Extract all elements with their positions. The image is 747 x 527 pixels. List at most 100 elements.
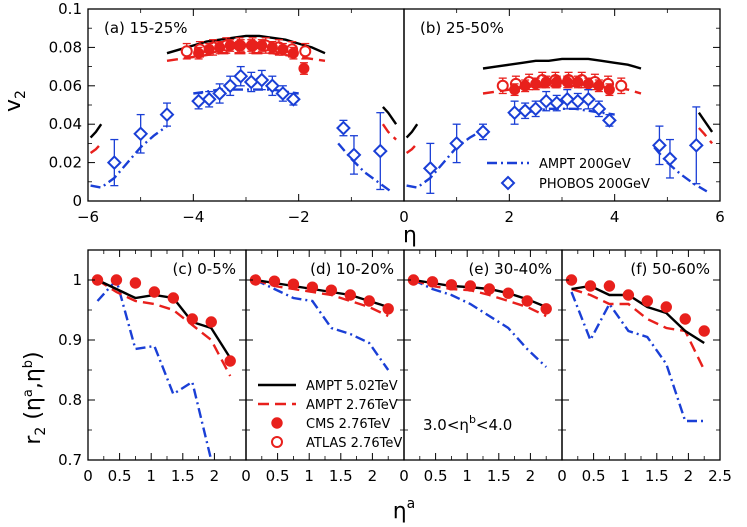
top-panel-0-atlas-point-0 <box>496 79 509 92</box>
bottom-panel-3-ampt200-line <box>570 291 705 423</box>
top-panel-0-phobos-point-13 <box>652 137 667 153</box>
top-panel-0-cms-point-9 <box>603 84 615 96</box>
top-xtick-label-5: 4 <box>610 208 620 226</box>
bottom-panel-3-xtick-label-3: 1.5 <box>645 467 669 485</box>
bottom-panel-2-cms-point-3 <box>464 280 477 292</box>
bottom-legend-ampt276-label: AMPT 2.76TeV <box>306 398 398 413</box>
bottom-panel-0-xtick-label-1: 0.5 <box>108 467 132 485</box>
top-panel-1-cms-point-10 <box>298 63 310 75</box>
top-panel-1-atlas-point-0 <box>180 45 193 58</box>
top-legend-phobos-swatch <box>500 175 516 191</box>
top-panel-0-ampt502-line-2 <box>697 112 714 133</box>
top-panel-0-phobos-point-15 <box>688 137 704 153</box>
top-panel-0-ampt276-line-0 <box>405 142 419 154</box>
bottom-panel-1-label: (d) 10-20% <box>310 260 394 278</box>
bottom-xlabel: ηa <box>393 496 416 524</box>
bottom-panel-3-frame <box>561 249 721 461</box>
bottom-panel-1-ampt276-line <box>255 278 389 318</box>
top-panel-1-ampt276-line-2 <box>381 123 397 141</box>
bottom-ytick-label-0: 0.7 <box>58 451 82 469</box>
top-panel-0-frame <box>87 8 405 202</box>
top-panel-1-phobos-point-0 <box>106 155 122 171</box>
top-xlabel: η <box>403 223 417 248</box>
bottom-ytick-label-2: 0.9 <box>58 331 82 349</box>
top-panel-1-cms-point-7 <box>266 41 278 53</box>
bottom-panel-3-cms-point-1 <box>584 280 597 292</box>
bottom-panel-3-cms-point-4 <box>641 295 654 307</box>
top-legend-ampt200-label: AMPT 200GeV <box>539 157 631 172</box>
top-panel-1-ampt502-line-1 <box>166 34 326 55</box>
top-ytick-label-1: 0.02 <box>49 154 82 172</box>
bottom-panel-1-cms-point-7 <box>382 303 394 315</box>
bottom-panel-2-xtick-label-1: 0.5 <box>424 467 448 485</box>
bottom-panel-2-ampt200-line <box>412 278 548 368</box>
top-panel-1-ampt200-line-0 <box>90 125 168 189</box>
top-panel-0-cms-point-1 <box>519 80 531 92</box>
bottom-panel-0-series <box>91 274 236 460</box>
top-panel-0-phobos-point-10 <box>580 91 596 107</box>
bottom-panel-0-xtick-label-2: 1 <box>146 467 156 485</box>
top-panel-1-phobos-point-10 <box>264 78 280 94</box>
top-panel-1-ampt276-line-1 <box>166 52 326 62</box>
top-panel-1-phobos-point-12 <box>285 91 301 107</box>
top-panel-0-cms-point-5 <box>561 76 573 88</box>
top-panel-1-phobos-point-7 <box>233 68 249 84</box>
bottom-panel-2-cms-point-2 <box>445 279 458 291</box>
bottom-legend-atlas-label: ATLAS 2.76TeV <box>306 436 402 451</box>
bottom-panel-0-cms-point-4 <box>167 292 180 304</box>
top-panel-0-ampt502-line-1 <box>482 57 642 70</box>
bottom-panel-0-xtick-label-0: 0 <box>83 467 93 485</box>
top-panel-0-phobos-point-9 <box>570 93 586 109</box>
top-xtick-label-1: −4 <box>182 208 204 226</box>
bottom-panel-0-label: (c) 0-5% <box>173 260 236 278</box>
top-xtick-label-6: 6 <box>715 208 725 226</box>
bottom-panel-3-xtick-label-2: 1 <box>620 467 630 485</box>
bottom-panel-2-cms-point-7 <box>540 303 552 315</box>
bottom-panel-3-cms-point-2 <box>603 280 616 292</box>
bottom-panel-1-cms-point-6 <box>363 295 375 307</box>
top-panel-1-phobos-point-1 <box>133 126 149 142</box>
top-panel-1-cms-point-1 <box>203 43 215 55</box>
top-panel-1-phobos-point-3 <box>191 93 207 109</box>
top-ytick-label-2: 0.04 <box>49 115 82 133</box>
top-panel-1-ampt502-line-2 <box>382 106 398 125</box>
top-panel-0-ampt276-line-2 <box>698 127 714 145</box>
top-ytick-label-3: 0.06 <box>49 77 82 95</box>
top-panel-0-cms-point-7 <box>582 78 594 90</box>
top-panel-1-phobos-point-9 <box>254 72 270 88</box>
bottom-panel-1-cms-point-1 <box>268 275 281 287</box>
top-panel-0-atlas-point-9 <box>615 79 628 92</box>
top-panel-1-cms-point-4 <box>235 39 247 51</box>
top-ytick-label-5: 0.1 <box>58 0 82 18</box>
bottom-panel-3-xtick-label-0: 0 <box>557 467 567 485</box>
bottom-legend-cms-swatch <box>271 417 283 429</box>
bottom-panel-1-xtick-label-1: 0.5 <box>266 467 290 485</box>
top-panel-0-phobos-point-7 <box>549 95 565 111</box>
bottom-ylabel: r2 (ηa,ηb) <box>21 351 49 444</box>
bottom-panel-2-xtick-label-2: 1 <box>462 467 472 485</box>
top-panel-0-ampt200-line-0 <box>406 128 484 189</box>
top-panel-1-phobos-point-8 <box>243 74 259 90</box>
bottom-panel-0-cms-point-5 <box>186 313 198 325</box>
top-panel-0-phobos-point-0 <box>422 160 438 176</box>
top-panel-0-phobos-point-5 <box>528 101 544 117</box>
bottom-panel-2-xtick-label-0: 0 <box>399 467 409 485</box>
top-panel-1-cms-point-5 <box>245 39 257 51</box>
bottom-panel-0-ampt502-line <box>96 278 232 359</box>
top-panel-1-phobos-point-4 <box>201 91 217 107</box>
bottom-panel-0-cms-point-6 <box>205 316 217 328</box>
bottom-panel-1-xtick-label-2: 1 <box>304 467 314 485</box>
bottom-panel-3-cms-point-3 <box>622 289 635 301</box>
top-panel-0-cms-point-4 <box>551 76 563 88</box>
bottom-panel-3-cms-point-5 <box>660 301 672 313</box>
top-panel-1-cms-point-0 <box>193 47 205 59</box>
top-panel-1-ampt502-line-0 <box>89 123 103 139</box>
top-panel-0-phobos-point-3 <box>507 105 523 121</box>
top-panel-1-phobos-point-13 <box>336 120 351 136</box>
top-panel-0-phobos-point-12 <box>601 112 617 128</box>
bottom-panel-2-cms-point-4 <box>483 283 496 295</box>
bottom-panel-3-xtick-label-4: 2 <box>684 467 694 485</box>
top-ytick-label-0: 0 <box>72 192 82 210</box>
top-panel-0-cms-point-2 <box>530 78 542 90</box>
